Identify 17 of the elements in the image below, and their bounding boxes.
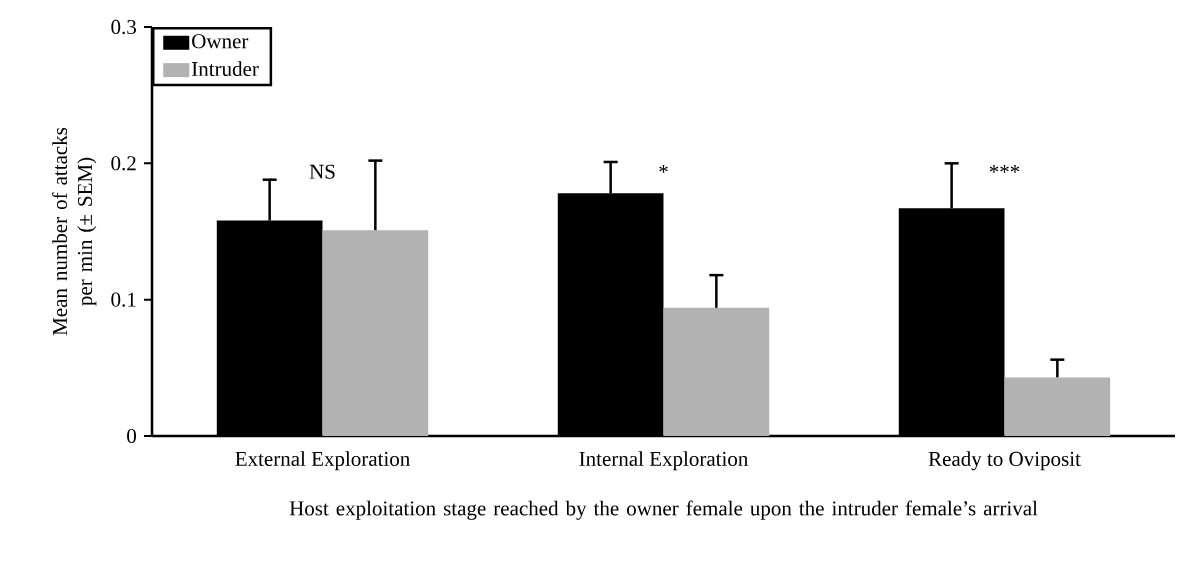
annotation: NS xyxy=(309,164,335,179)
y-tick-label: 0 xyxy=(127,428,136,444)
y-tick-label: 0.3 xyxy=(111,19,136,35)
x-tick-label: Internal Exploration xyxy=(579,451,749,471)
bar xyxy=(663,307,770,436)
legend-label: Owner xyxy=(192,34,249,49)
y-axis-title: Mean number of attacks per min (± SEM) xyxy=(52,127,97,336)
bar xyxy=(1004,377,1111,436)
y-tick-label: 0.2 xyxy=(111,156,136,171)
annotation: * xyxy=(659,165,668,173)
legend-label: Intruder xyxy=(192,61,259,77)
x-tick-label: Ready to Oviposit xyxy=(928,451,1081,471)
x-tick-label: External Exploration xyxy=(235,451,410,471)
bar xyxy=(322,230,429,436)
annotation: *** xyxy=(989,165,1020,173)
y-tick-label: 0.1 xyxy=(111,292,136,307)
x-axis-title: Host exploitation stage reached by the owner female upon the intruder female’s arrival xyxy=(289,500,1038,520)
